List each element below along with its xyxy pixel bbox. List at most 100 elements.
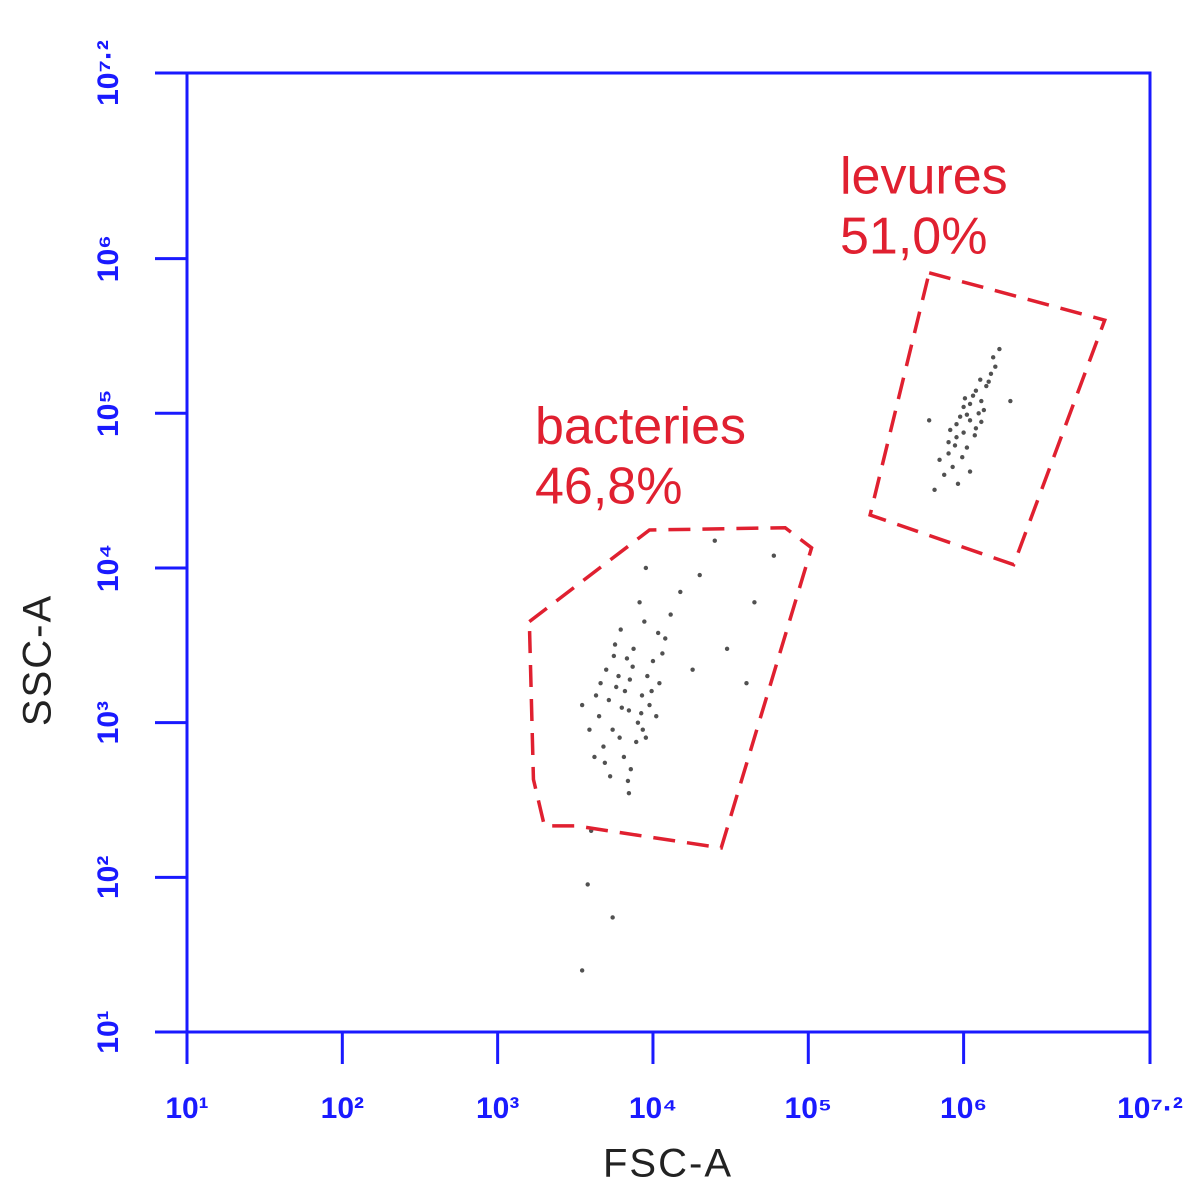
event-point [593,693,599,698]
event-point [712,538,717,543]
event-point [660,651,665,656]
event-point [997,346,1002,352]
event-point [622,688,628,694]
event-point [967,401,973,407]
x-tick-label: 10² [321,1092,364,1125]
gate-label: bacteries [535,398,746,456]
y-tick-label: 10³ [92,701,125,744]
event-point [957,414,963,419]
event-point [946,451,951,456]
event-point [635,720,641,725]
event-point [639,693,645,698]
x-tick-label: 10⁶ [940,1092,987,1125]
event-point [993,364,998,369]
event-point [697,572,702,578]
y-tick-label: 10⁷·² [92,40,125,106]
event-point [952,443,958,448]
event-point [979,398,984,404]
event-point [964,412,970,417]
event-point [598,680,603,686]
event-point [619,705,625,710]
event-point [964,445,970,450]
event-point [986,379,991,384]
event-point [587,727,592,732]
event-point [640,727,645,732]
event-point [961,404,966,410]
event-point [724,646,730,652]
event-point [967,418,973,423]
event-point [678,589,683,595]
event-point [639,711,644,716]
event-point [950,464,955,470]
event-point [668,612,673,617]
event-point [1008,398,1013,404]
gate [868,270,1108,567]
event-point [626,708,632,713]
event-point [602,760,608,766]
event-point [647,702,652,708]
y-tick-label: 10⁴ [92,544,125,592]
gate-percent: 46,8% [535,458,682,516]
event-point [579,702,585,708]
x-tick-label: 10³ [476,1092,519,1125]
event-point [744,680,749,686]
event-point [961,430,966,435]
event-point [634,739,639,745]
event-point [610,915,615,920]
event-point [592,754,597,760]
event-point [654,714,659,719]
event-point [611,653,617,659]
event-point [690,667,695,672]
event-point [628,767,634,772]
event-point [955,481,961,487]
event-point [643,565,649,571]
event-point [988,371,994,377]
event-point [970,393,976,398]
y-tick-label: 10² [92,856,125,899]
x-axis-title: FSC-A [603,1142,733,1186]
event-point [616,673,621,679]
gate-label: levures [840,148,1008,206]
event-point [752,600,757,605]
plot-frame [185,71,1152,1034]
y-axis-title: SSC-A [16,594,60,726]
event-point [972,433,977,438]
event-point [579,968,585,973]
event-point [601,744,606,749]
event-point [973,388,979,393]
event-point [618,627,623,632]
event-point [990,355,996,360]
event-point [596,714,602,719]
event-point [617,735,622,740]
y-tick-label: 10⁶ [92,235,125,282]
x-tick-label: 10⁷·² [1117,1092,1183,1125]
event-point [606,697,612,703]
event-point [607,774,613,779]
event-point [657,680,662,686]
gate [527,525,814,850]
x-tick-label: 10¹ [165,1092,208,1125]
y-tick-label: 10¹ [92,1010,125,1053]
event-point [954,435,959,440]
event-point [973,426,979,431]
event-point [645,673,650,679]
event-point [614,684,619,690]
event-point [663,636,668,641]
event-point [637,600,642,605]
event-point [942,472,947,478]
event-point [626,790,632,796]
gate-percent: 51,0% [840,208,987,266]
event-point [976,411,981,416]
event-point [649,688,654,694]
event-point [962,396,968,401]
event-point [932,487,937,493]
event-point [631,646,636,652]
event-point [937,457,942,463]
event-point [926,418,932,423]
event-point [978,377,983,382]
event-point [604,667,609,672]
x-tick-label: 10⁵ [785,1092,832,1125]
event-point [954,422,959,427]
y-tick-label: 10⁵ [92,390,125,437]
